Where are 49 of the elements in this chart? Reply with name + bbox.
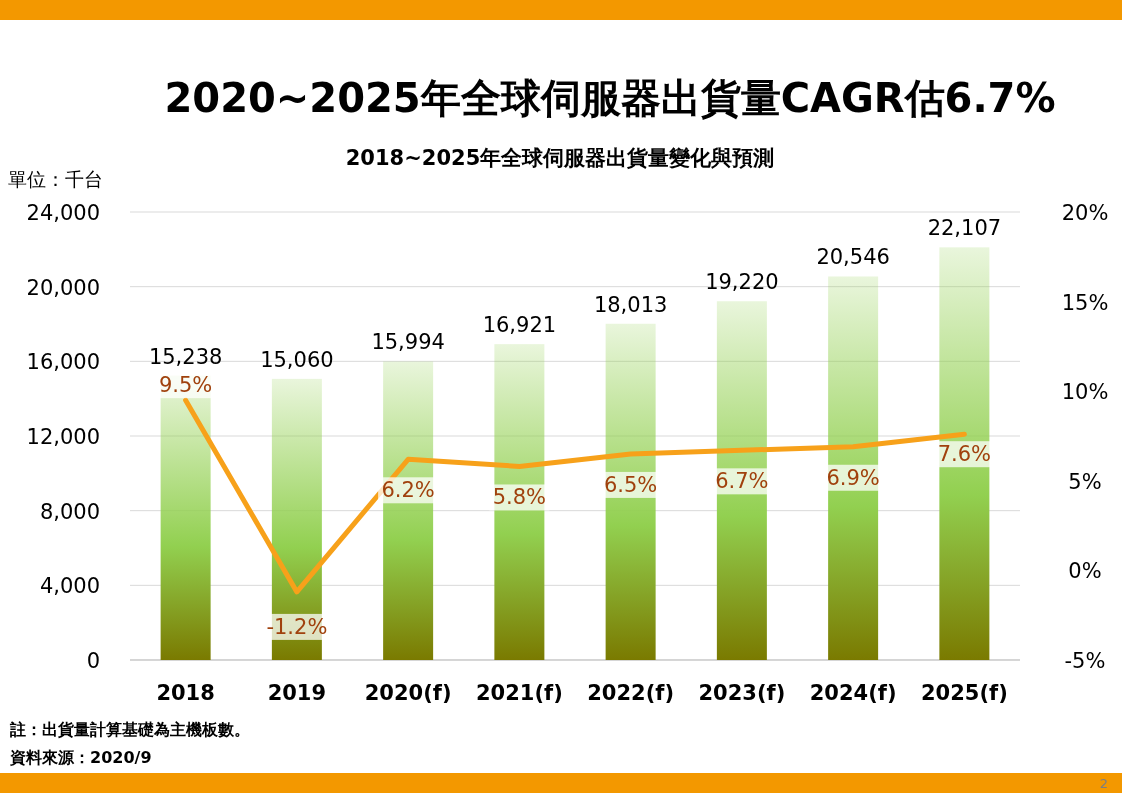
data-label: 22,107 — [927, 216, 1002, 241]
data-label: 6.7% — [715, 469, 769, 494]
x-tick-label: 2024(f) — [809, 681, 897, 705]
source-note: 資料來源：2020/9 — [9, 748, 152, 767]
x-tick-label: 2022(f) — [587, 681, 675, 705]
data-label: 20,546 — [816, 245, 890, 270]
data-label: -1.2% — [266, 614, 328, 639]
y-tick-label: 0 — [86, 649, 100, 673]
y-tick-label: 24,000 — [26, 201, 100, 225]
x-tick-label: 2018 — [156, 681, 215, 705]
data-label: 15,994 — [371, 330, 445, 355]
data-label: 6.2% — [381, 478, 435, 503]
data-label: 9.5% — [158, 373, 213, 398]
data-label: 16,921 — [482, 313, 557, 338]
bar — [383, 361, 434, 660]
text: 註：出貨量計算基礎為主機板數。 — [9, 720, 250, 739]
chart-subtitle: 2018~2025年全球伺服器出貨量變化與預測 — [345, 146, 775, 170]
data-label: 7.6% — [937, 442, 992, 467]
x-tick-label: 2023(f) — [698, 681, 786, 705]
data-label: 6.5% — [603, 472, 658, 497]
bar — [939, 247, 990, 660]
y-axis-title: 單位：千台 — [8, 168, 103, 190]
bar — [605, 323, 656, 660]
x-tick-label: 2019 — [267, 681, 327, 705]
data-label: 5.8% — [492, 485, 547, 510]
data-label: 18,013 — [593, 292, 668, 317]
bar — [716, 301, 767, 660]
text: 2 — [1099, 776, 1108, 791]
data-label: 15,238 — [148, 344, 223, 369]
y2-tick-label: 5% — [1068, 469, 1102, 494]
y2-tick-label: 0% — [1068, 559, 1102, 584]
data-label: 15,060 — [260, 347, 334, 372]
bar — [494, 344, 545, 660]
x-tick-label: 2020(f) — [364, 681, 452, 705]
y-tick-label: 12,000 — [26, 425, 100, 449]
chart-title: 2020~2025年全球伺服器出貨量CAGR估6.7% — [164, 75, 1056, 121]
y-tick-label: 20,000 — [26, 275, 100, 300]
y2-tick-label: 10% — [1061, 380, 1109, 405]
y2-tick-label: 15% — [1061, 290, 1109, 315]
x-tick-label: 2021(f) — [475, 681, 563, 705]
y2-tick-label: 20% — [1061, 201, 1109, 225]
data-label: 6.9% — [826, 465, 880, 490]
y-tick-label: 8,000 — [39, 499, 100, 524]
bar — [828, 276, 879, 660]
data-label: 19,220 — [705, 270, 779, 295]
x-tick-label: 2025(f) — [920, 681, 1008, 705]
y-tick-label: 16,000 — [26, 350, 100, 375]
y2-tick-label: -5% — [1064, 649, 1106, 673]
y-tick-label: 4,000 — [39, 574, 100, 599]
